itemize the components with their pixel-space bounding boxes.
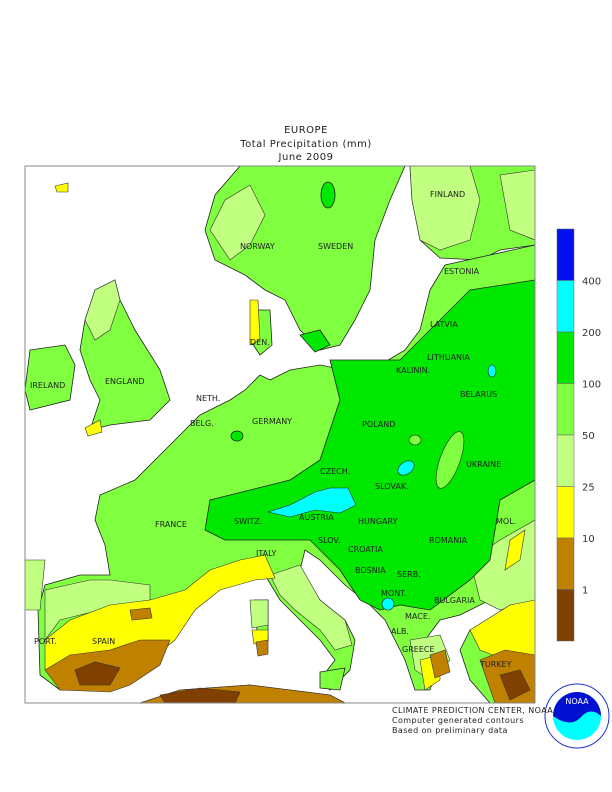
legend-label: 1 xyxy=(582,586,588,597)
map-variable-title: Total Precipitation (mm) xyxy=(240,139,372,150)
label-belgium: BELG. xyxy=(190,419,214,428)
label-croatia: CROATIA xyxy=(348,545,383,554)
label-denmark: DEN. xyxy=(250,338,270,347)
label-switzerland: SWITZ. xyxy=(234,517,262,526)
label-spain: SPAIN xyxy=(92,637,115,646)
label-england: ENGLAND xyxy=(105,377,145,386)
label-turkey: TURKEY xyxy=(479,660,512,669)
legend-label: 400 xyxy=(582,277,601,288)
credit-line-3: Based on preliminary data xyxy=(392,726,508,735)
label-ukraine: UKRAINE xyxy=(466,460,501,469)
label-ireland: IRELAND xyxy=(30,381,65,390)
label-germany: GERMANY xyxy=(252,417,292,426)
noaa-logo: NOAA xyxy=(544,683,610,749)
legend-swatch xyxy=(556,537,575,590)
legend-swatch xyxy=(556,280,575,333)
label-norway: NORWAY xyxy=(240,242,275,251)
contour-200-400 xyxy=(266,364,497,611)
legend-label: 10 xyxy=(582,534,595,545)
legend-label: 50 xyxy=(582,431,595,442)
label-moldova: MOL. xyxy=(496,517,516,526)
legend-label: 25 xyxy=(582,483,595,494)
label-italy: ITALY xyxy=(256,549,276,558)
label-portugal: PORT. xyxy=(34,637,57,646)
label-slovenia: SLOV. xyxy=(318,536,340,545)
map-region-title: EUROPE xyxy=(284,125,328,136)
contour-below-1 xyxy=(74,661,531,703)
contour-10-25 xyxy=(44,182,535,691)
label-bulgaria: BULGARIA xyxy=(434,596,475,605)
label-netherlands: NETH. xyxy=(196,394,220,403)
label-austria: AUSTRIA xyxy=(299,513,334,522)
label-finland: FINLAND xyxy=(430,190,465,199)
credit-line-1: CLIMATE PREDICTION CENTER, NOAA xyxy=(392,706,554,715)
label-poland: POLAND xyxy=(362,420,395,429)
legend-swatch xyxy=(556,589,575,642)
label-belarus: BELARUS xyxy=(460,390,497,399)
legend-swatch xyxy=(556,383,575,436)
label-bosnia: BOSNIA xyxy=(355,566,386,575)
country-labels: FINLAND NORWAY SWEDEN ESTONIA LATVIA DEN… xyxy=(30,190,516,669)
label-montenegro: MONT. xyxy=(381,589,407,598)
label-czech: CZECH. xyxy=(320,467,350,476)
map-frame xyxy=(24,165,536,704)
svg-text:NOAA: NOAA xyxy=(565,697,589,706)
legend-swatch xyxy=(556,228,575,281)
color-legend: 400 200 100 50 25 10 1 xyxy=(556,228,601,642)
label-lithuania: LITHUANIA xyxy=(427,353,470,362)
label-estonia: ESTONIA xyxy=(444,267,480,276)
label-albania: ALB. xyxy=(391,627,409,636)
label-romania: ROMANIA xyxy=(429,536,468,545)
map-period-title: June 2009 xyxy=(278,152,334,163)
label-serbia: SERB. xyxy=(397,570,421,579)
label-hungary: HUNGARY xyxy=(358,517,398,526)
legend-swatch xyxy=(556,486,575,539)
legend-label: 100 xyxy=(582,380,601,391)
label-macedonia: MACE. xyxy=(405,612,430,621)
legend-label: 200 xyxy=(582,328,601,339)
label-sweden: SWEDEN xyxy=(318,242,353,251)
contour-100-200 xyxy=(204,181,535,611)
label-greece: GREECE xyxy=(402,645,435,654)
label-kaliningrad: KALININ. xyxy=(396,366,430,375)
legend-swatch xyxy=(556,331,575,384)
label-slovakia: SLOVAK. xyxy=(375,482,409,491)
label-latvia: LATVIA xyxy=(430,320,458,329)
legend-swatch xyxy=(556,434,575,487)
label-france: FRANCE xyxy=(155,520,187,529)
credit-line-2: Computer generated contours xyxy=(392,716,524,725)
